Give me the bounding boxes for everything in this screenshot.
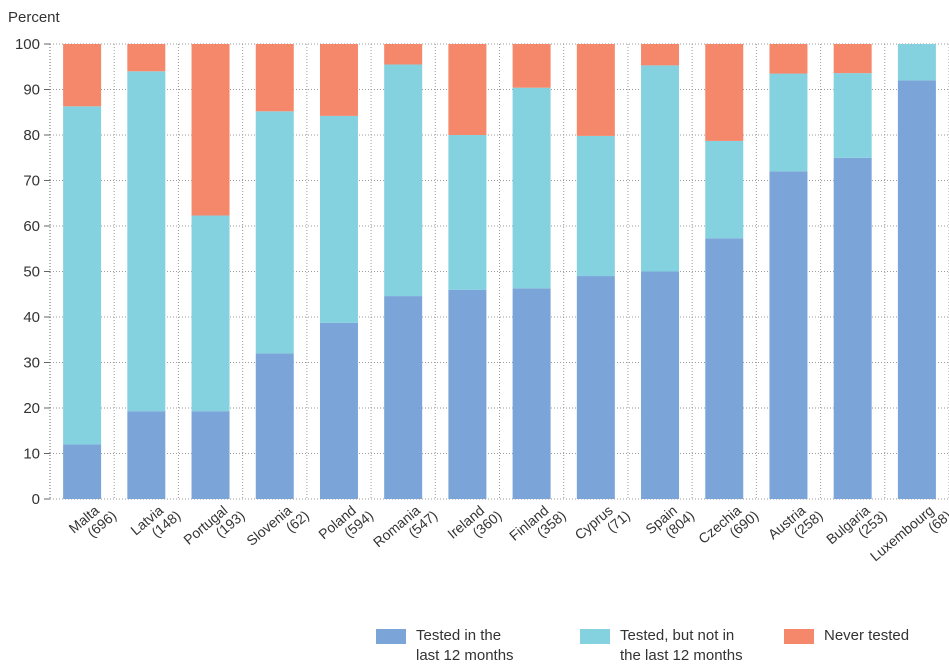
legend-item-tested-not-last-12: Tested, but not in the last 12 months <box>580 626 743 666</box>
y-tick-label: 50 <box>23 264 40 281</box>
bar-segment-bulgaria-s1 <box>833 73 872 158</box>
bar-segment-czechia-s1 <box>705 140 744 239</box>
bar-segment-czechia-s0 <box>705 238 744 499</box>
y-tick-label: 0 <box>32 491 40 508</box>
legend-item-never-tested: Never tested <box>784 626 909 646</box>
bar-segment-austria-s0 <box>769 171 808 499</box>
x-category-label: Slovenia(62) <box>243 502 312 549</box>
x-category-label: Latvia(148) <box>127 502 183 540</box>
bars-group <box>63 44 936 500</box>
bar-segment-spain-s1 <box>641 65 680 272</box>
legend-item-tested-last-12: Tested in the last 12 months <box>376 626 514 666</box>
y-tick-label: 10 <box>23 446 40 463</box>
bar-segment-poland-s1 <box>319 115 358 323</box>
bar-segment-spain-s0 <box>641 271 680 499</box>
y-tick-label: 20 <box>23 400 40 417</box>
legend: Tested in the last 12 months Tested, but… <box>0 626 949 666</box>
bar-segment-cyprus-s2 <box>576 44 615 136</box>
bar-segment-romania-s2 <box>384 44 423 65</box>
bar-segment-bulgaria-s0 <box>833 157 872 499</box>
bar-segment-czechia-s2 <box>705 44 744 141</box>
bar-segment-latvia-s1 <box>127 71 166 412</box>
bar-segment-ireland-s1 <box>448 135 487 290</box>
x-category-label: Cyprus(71) <box>571 502 633 543</box>
y-axis-label: Percent <box>8 9 61 26</box>
stacked-bar-chart: Percent 0 10 20 30 40 50 60 70 80 90 100 Malta(696… <box>8 9 949 564</box>
bar-segment-slovenia-s2 <box>255 44 294 112</box>
x-category-label: Malta(696) <box>66 502 120 540</box>
bar-segment-portugal-s2 <box>191 44 230 216</box>
legend-swatch-tested-not-last-12 <box>580 629 610 644</box>
bar-segment-cyprus-s1 <box>576 135 615 277</box>
y-tick-label: 90 <box>23 82 40 99</box>
y-tick-label: 80 <box>23 127 40 144</box>
bar-segment-spain-s2 <box>641 44 680 66</box>
bar-segment-cyprus-s0 <box>576 276 615 499</box>
bar-segment-finland-s1 <box>512 87 551 289</box>
legend-swatch-never-tested <box>784 629 814 644</box>
bar-segment-latvia-s0 <box>127 411 166 499</box>
bar-segment-finland-s0 <box>512 288 551 499</box>
x-category-label: Portugal(193) <box>180 502 248 548</box>
bar-segment-finland-s2 <box>512 44 551 88</box>
bar-segment-austria-s1 <box>769 73 808 172</box>
bar-segment-latvia-s2 <box>127 44 166 72</box>
y-tick-label: 40 <box>23 309 40 326</box>
bar-segment-malta-s2 <box>63 44 102 107</box>
legend-label-tested-not-last-12: Tested, but not in the last 12 months <box>620 627 743 664</box>
bar-segment-luxembourg-s1 <box>897 44 936 81</box>
x-category-label: Czechia(690) <box>695 502 761 547</box>
x-axis-category-labels: Malta(696) Latvia(148)Portugal(193)Sloven… <box>66 502 949 564</box>
bar-segment-bulgaria-s2 <box>833 44 872 74</box>
x-category-label: Romania(547) <box>370 502 441 550</box>
legend-label-tested-last-12: Tested in the last 12 months <box>416 627 514 664</box>
y-axis-ticks: 0 10 20 30 40 50 60 70 80 90 100 <box>15 36 40 508</box>
x-category-label: Spain(804) <box>642 502 697 540</box>
bar-segment-romania-s0 <box>384 296 423 499</box>
bar-segment-luxembourg-s0 <box>897 80 936 500</box>
bar-segment-austria-s2 <box>769 44 808 74</box>
x-category-label: Ireland(360) <box>444 502 504 542</box>
x-category-label: Finland(358) <box>506 502 569 544</box>
grid-lines <box>44 43 949 500</box>
bar-segment-romania-s1 <box>384 64 423 297</box>
bar-segment-slovenia-s0 <box>255 353 294 499</box>
x-category-label: Poland(594) <box>315 502 376 542</box>
y-tick-label: 30 <box>23 355 40 372</box>
bar-segment-malta-s0 <box>63 444 102 499</box>
y-tick-label: 100 <box>15 36 40 53</box>
bar-segment-portugal-s0 <box>191 411 230 499</box>
y-tick-label: 60 <box>23 218 40 235</box>
bar-segment-slovenia-s1 <box>255 111 294 354</box>
bar-segment-poland-s0 <box>319 322 358 499</box>
legend-label-never-tested: Never tested <box>824 627 910 644</box>
bar-segment-malta-s1 <box>63 106 102 445</box>
y-tick-label: 70 <box>23 173 40 190</box>
x-category-label: Austria(258) <box>765 502 826 542</box>
bar-segment-ireland-s0 <box>448 289 487 499</box>
bar-segment-poland-s2 <box>319 44 358 116</box>
bar-segment-portugal-s1 <box>191 215 230 412</box>
legend-swatch-tested-last-12 <box>376 629 406 644</box>
bar-segment-ireland-s2 <box>448 44 487 135</box>
